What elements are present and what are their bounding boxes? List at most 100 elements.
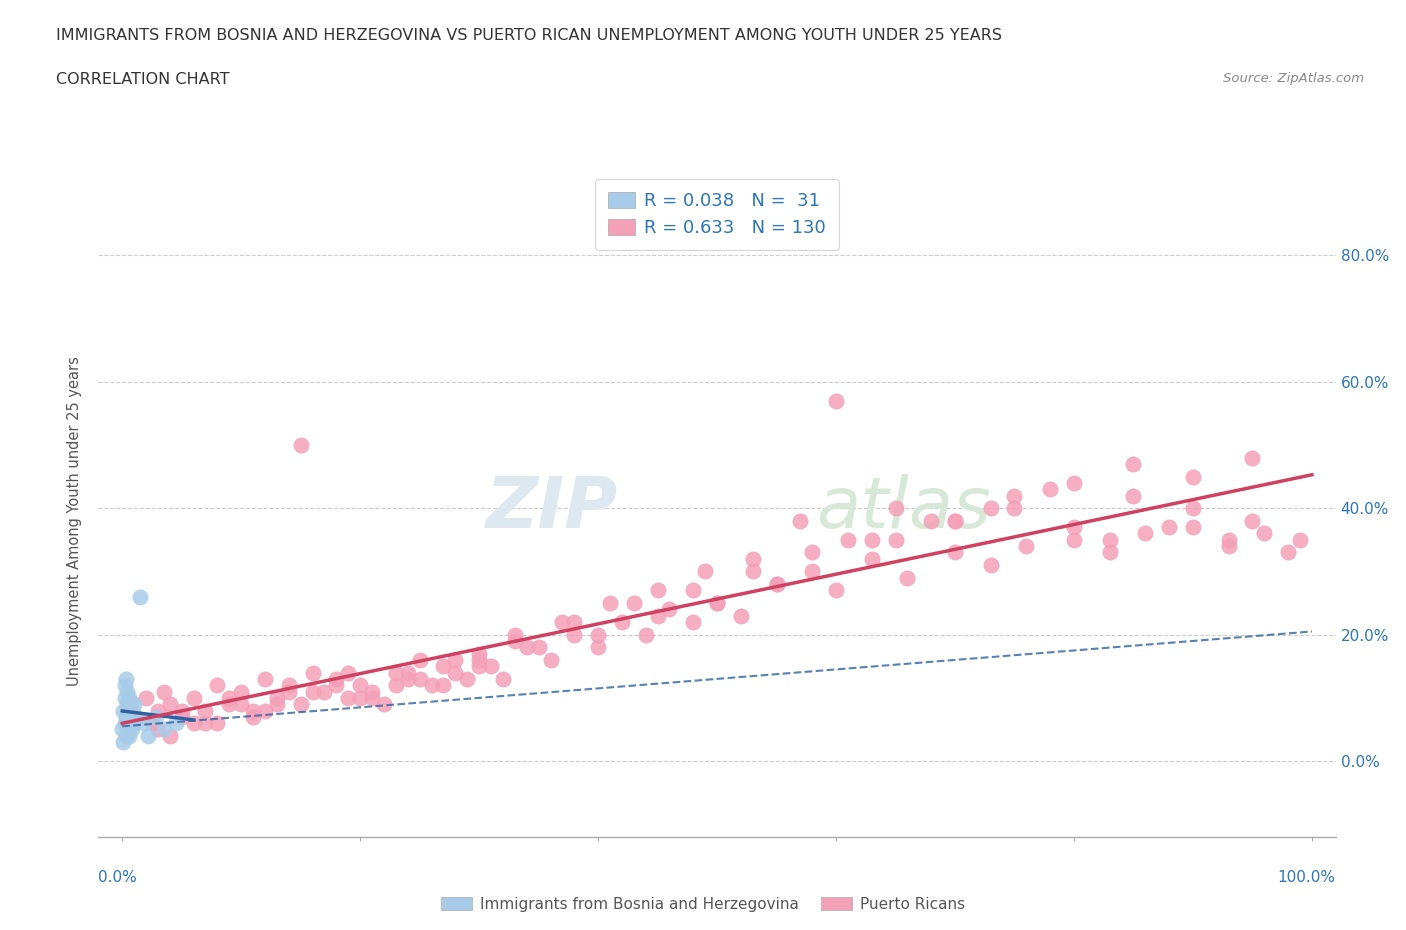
Point: [432, 658, 454, 673]
Point: [117, 722, 139, 737]
Legend: Immigrants from Bosnia and Herzegovina, Puerto Ricans: Immigrants from Bosnia and Herzegovina, …: [436, 890, 970, 918]
Point: [1122, 457, 1144, 472]
Point: [146, 703, 169, 718]
Point: [444, 665, 467, 680]
Point: [1289, 532, 1312, 547]
Point: [1181, 500, 1204, 515]
Point: [479, 658, 502, 673]
Point: [301, 665, 323, 680]
Point: [860, 551, 883, 566]
Point: [290, 697, 312, 711]
Point: [361, 690, 384, 705]
Point: [551, 615, 574, 630]
Point: [218, 690, 240, 705]
Point: [277, 684, 299, 699]
Point: [1135, 526, 1157, 541]
Point: [159, 728, 181, 743]
Point: [114, 716, 136, 731]
Point: [695, 564, 717, 578]
Point: [145, 710, 167, 724]
Point: [122, 697, 145, 711]
Point: [860, 532, 883, 547]
Point: [115, 684, 138, 699]
Point: [1063, 475, 1085, 490]
Point: [159, 697, 181, 711]
Point: [117, 703, 139, 718]
Point: [361, 684, 384, 699]
Point: [121, 722, 143, 737]
Point: [586, 640, 609, 655]
Point: [706, 595, 728, 610]
Point: [492, 671, 515, 686]
Point: [120, 697, 142, 711]
Point: [562, 615, 585, 630]
Point: [503, 633, 526, 648]
Point: [1098, 532, 1121, 547]
Point: [516, 640, 538, 655]
Point: [132, 716, 155, 731]
Point: [682, 615, 704, 630]
Point: [231, 697, 253, 711]
Point: [1181, 469, 1204, 484]
Point: [170, 710, 193, 724]
Point: [396, 665, 419, 680]
Point: [114, 710, 136, 724]
Point: [337, 665, 360, 680]
Point: [765, 577, 787, 591]
Point: [503, 627, 526, 642]
Point: [153, 722, 176, 737]
Point: [980, 558, 1002, 573]
Point: [599, 595, 621, 610]
Point: [1015, 538, 1038, 553]
Text: ZIP: ZIP: [486, 473, 619, 542]
Point: [301, 684, 323, 699]
Point: [153, 684, 176, 699]
Point: [432, 678, 454, 693]
Point: [125, 710, 148, 724]
Point: [146, 722, 169, 737]
Point: [183, 716, 205, 731]
Point: [115, 716, 138, 731]
Text: atlas: atlas: [815, 473, 991, 542]
Text: Source: ZipAtlas.com: Source: ZipAtlas.com: [1223, 72, 1364, 85]
Point: [408, 671, 430, 686]
Point: [114, 671, 136, 686]
Point: [825, 393, 848, 408]
Point: [385, 665, 408, 680]
Point: [207, 716, 229, 731]
Text: 100.0%: 100.0%: [1278, 870, 1336, 884]
Point: [114, 678, 136, 693]
Point: [349, 678, 371, 693]
Point: [114, 690, 136, 705]
Point: [242, 710, 264, 724]
Point: [1004, 488, 1026, 503]
Point: [290, 437, 312, 452]
Point: [801, 564, 824, 578]
Text: CORRELATION CHART: CORRELATION CHART: [56, 72, 229, 86]
Point: [801, 545, 824, 560]
Point: [1063, 532, 1085, 547]
Point: [837, 532, 859, 547]
Point: [170, 703, 193, 718]
Point: [373, 697, 395, 711]
Point: [1241, 513, 1264, 528]
Text: 0.0%: 0.0%: [98, 870, 138, 884]
Point: [1098, 545, 1121, 560]
Point: [1241, 450, 1264, 465]
Point: [242, 703, 264, 718]
Y-axis label: Unemployment Among Youth under 25 years: Unemployment Among Youth under 25 years: [67, 356, 83, 685]
Point: [658, 602, 681, 617]
Point: [527, 640, 550, 655]
Point: [253, 703, 276, 718]
Point: [266, 690, 288, 705]
Text: IMMIGRANTS FROM BOSNIA AND HERZEGOVINA VS PUERTO RICAN UNEMPLOYMENT AMONG YOUTH : IMMIGRANTS FROM BOSNIA AND HERZEGOVINA V…: [56, 28, 1002, 43]
Point: [647, 608, 669, 623]
Point: [730, 608, 752, 623]
Point: [277, 678, 299, 693]
Point: [1039, 482, 1062, 497]
Point: [120, 716, 142, 731]
Point: [165, 716, 187, 731]
Point: [207, 678, 229, 693]
Point: [115, 697, 138, 711]
Point: [741, 564, 763, 578]
